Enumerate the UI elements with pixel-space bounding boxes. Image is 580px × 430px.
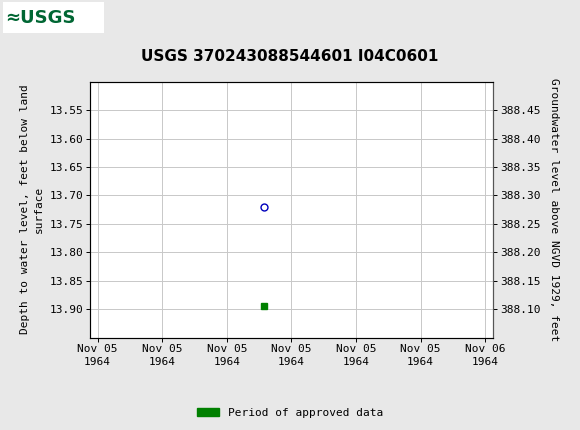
Y-axis label: Depth to water level, feet below land
surface: Depth to water level, feet below land su… xyxy=(20,85,44,335)
Text: ≈USGS: ≈USGS xyxy=(5,9,75,27)
Legend: Period of approved data: Period of approved data xyxy=(193,403,387,422)
FancyBboxPatch shape xyxy=(3,2,104,33)
Text: USGS 370243088544601 I04C0601: USGS 370243088544601 I04C0601 xyxy=(142,49,438,64)
Y-axis label: Groundwater level above NGVD 1929, feet: Groundwater level above NGVD 1929, feet xyxy=(549,78,559,341)
